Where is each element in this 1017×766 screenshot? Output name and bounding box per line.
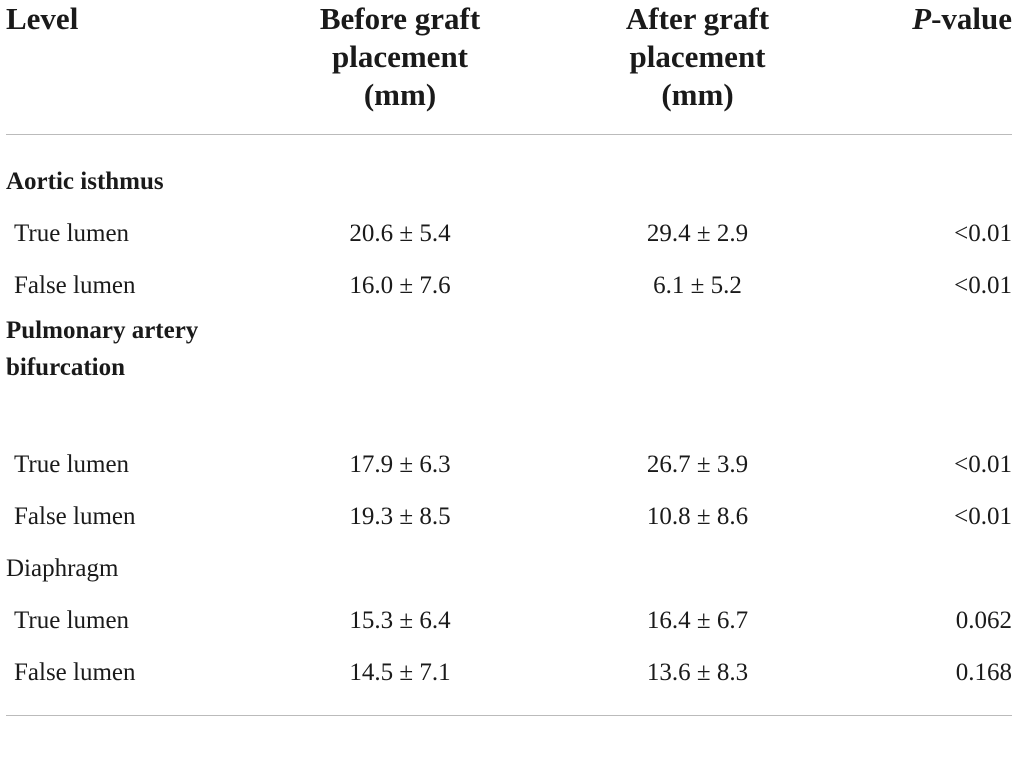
row-label: True lumen [14, 450, 130, 478]
header-line: (mm) [661, 77, 734, 112]
table-row: True lumen 17.9 ± 6.3 26.7 ± 3.9 <0.01 [6, 439, 1012, 491]
value-cell: 14.5 ± 7.1 [270, 646, 530, 716]
row-label: False lumen [14, 502, 136, 530]
value-cell: 29.4 ± 2.9 [646, 219, 749, 247]
table-row: False lumen 16.0 ± 7.6 6.1 ± 5.2 <0.01 [6, 260, 1012, 312]
data-table: Level Before graft placement (mm) After graf… [6, 0, 1012, 716]
header-line: Level [6, 1, 79, 36]
row-label: True lumen [14, 219, 130, 247]
header-line: (mm) [363, 77, 437, 112]
table-row: Pulmonary artery bifurcation [6, 312, 1012, 439]
value-cell: 6.1 ± 5.2 [653, 271, 742, 299]
value-cell: <0.01 [954, 219, 1012, 247]
section-cell: Diaphragm [6, 543, 1012, 595]
row-label: False lumen [6, 646, 270, 716]
header-cell: Level [6, 0, 270, 135]
value-cell: 16.0 ± 7.6 [349, 271, 451, 299]
header-italic: P [912, 1, 932, 36]
value-cell: 17.9 ± 6.3 [349, 450, 451, 478]
header-line: placement [331, 39, 469, 74]
table-row: False lumen 14.5 ± 7.1 13.6 ± 8.3 0.168 [6, 646, 1012, 716]
header-cell: P-value [865, 0, 1012, 135]
value-cell: 15.3 ± 6.4 [349, 606, 451, 634]
value-cell: <0.01 [954, 502, 1012, 530]
value-cell: 13.6 ± 8.3 [530, 646, 865, 716]
table-body: Aortic isthmus True lumen 20.6 ± 5.4 29.4 ±… [6, 134, 1012, 716]
value-cell: 10.8 ± 8.6 [646, 502, 749, 530]
section-cell: Pulmonary artery bifurcation [6, 312, 1012, 439]
section-cell: Aortic isthmus [6, 134, 1012, 208]
value-cell: 16.4 ± 6.7 [646, 606, 749, 634]
header-row: Level Before graft placement (mm) After graf… [6, 0, 1012, 135]
header-cell: Before graft placement (mm) [270, 0, 530, 135]
value-cell: 0.168 [865, 646, 1012, 716]
table-row: False lumen 19.3 ± 8.5 10.8 ± 8.6 <0.01 [6, 491, 1012, 543]
header-line: Before graft [319, 1, 481, 36]
section-label: Diaphragm [6, 555, 119, 582]
header-cell: After graft placement (mm) [530, 0, 865, 135]
section-label: Pulmonary artery bifurcation [6, 316, 199, 381]
table-row: Diaphragm [6, 543, 1012, 595]
value-cell: 19.3 ± 8.5 [349, 502, 451, 530]
value-cell: <0.01 [954, 271, 1012, 299]
value-cell: 26.7 ± 3.9 [646, 450, 749, 478]
header-line: After graft [625, 1, 770, 36]
value-cell: 0.062 [955, 606, 1012, 634]
value-cell: 20.6 ± 5.4 [349, 219, 451, 247]
section-label: Aortic isthmus [6, 168, 164, 195]
value-cell: <0.01 [954, 450, 1012, 478]
row-label: True lumen [14, 606, 130, 634]
table-row: True lumen 20.6 ± 5.4 29.4 ± 2.9 <0.01 [6, 208, 1012, 260]
header-line: placement [629, 39, 766, 74]
header-text: -value [931, 1, 1012, 36]
row-label: False lumen [14, 271, 136, 299]
table-row: Aortic isthmus [6, 134, 1012, 208]
table-row: True lumen 15.3 ± 6.4 16.4 ± 6.7 0.062 [6, 595, 1012, 647]
